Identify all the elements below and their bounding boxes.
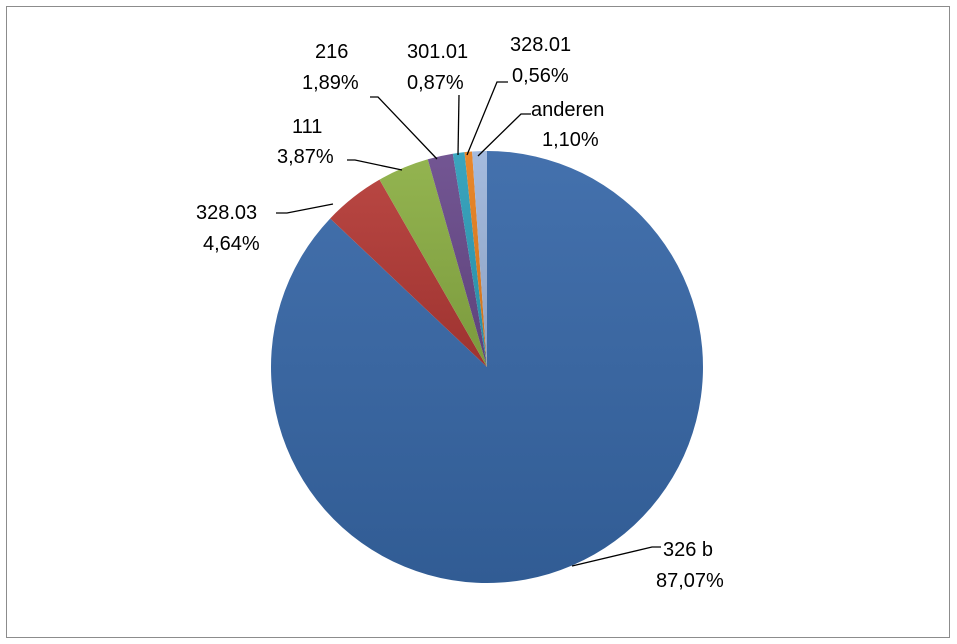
pie-slice-111 (379, 159, 487, 367)
slice-label-216: 216 (315, 41, 348, 63)
data-label-anderen: anderen 1,10% (531, 99, 604, 151)
data-label-111: 111 3,87% (277, 116, 334, 168)
pie-slice-301-01 (452, 152, 487, 367)
slice-label-301-01: 301.01 (407, 41, 468, 63)
data-label-326b: 326 b 87,07% (656, 539, 724, 592)
leader-line-anderen (477, 113, 531, 157)
data-label-328-03: 328.03 4,64% (196, 202, 260, 255)
leader-line-328-03 (276, 203, 334, 214)
slice-value-anderen: 1,10% (542, 129, 599, 151)
slice-value-111: 3,87% (277, 146, 334, 168)
leader-line-326b (571, 546, 661, 567)
pie-slices (270, 151, 703, 583)
data-label-301-01: 301.01 0,87% (407, 41, 468, 94)
pie-slice-326-b (270, 151, 703, 583)
slice-value-328-03: 4,64% (203, 233, 260, 255)
pie-slice-328-01 (464, 151, 487, 367)
pie-slice-216 (427, 153, 487, 367)
pie-slice-anderen (472, 151, 487, 367)
leader-line-328-01 (466, 81, 508, 156)
slice-value-216: 1,89% (302, 72, 359, 94)
slice-label-anderen: anderen (531, 99, 604, 121)
leader-line-111 (347, 159, 403, 171)
data-label-216: 216 1,89% (302, 41, 359, 94)
slice-value-328-01: 0,56% (512, 65, 569, 87)
slice-label-328-01: 328.01 (510, 34, 571, 56)
slice-label-111: 111 (292, 116, 322, 138)
leader-lines (276, 81, 661, 567)
slice-value-326b: 87,07% (656, 570, 724, 592)
leader-line-216 (370, 96, 438, 160)
slice-value-301-01: 0,87% (407, 72, 464, 94)
pie-slice-328-03 (330, 179, 487, 367)
slice-label-328-03: 328.03 (196, 202, 257, 224)
data-label-328-01: 328.01 0,56% (510, 34, 571, 87)
slice-label-326b: 326 b (663, 539, 713, 561)
leader-line-301-01 (457, 94, 460, 156)
